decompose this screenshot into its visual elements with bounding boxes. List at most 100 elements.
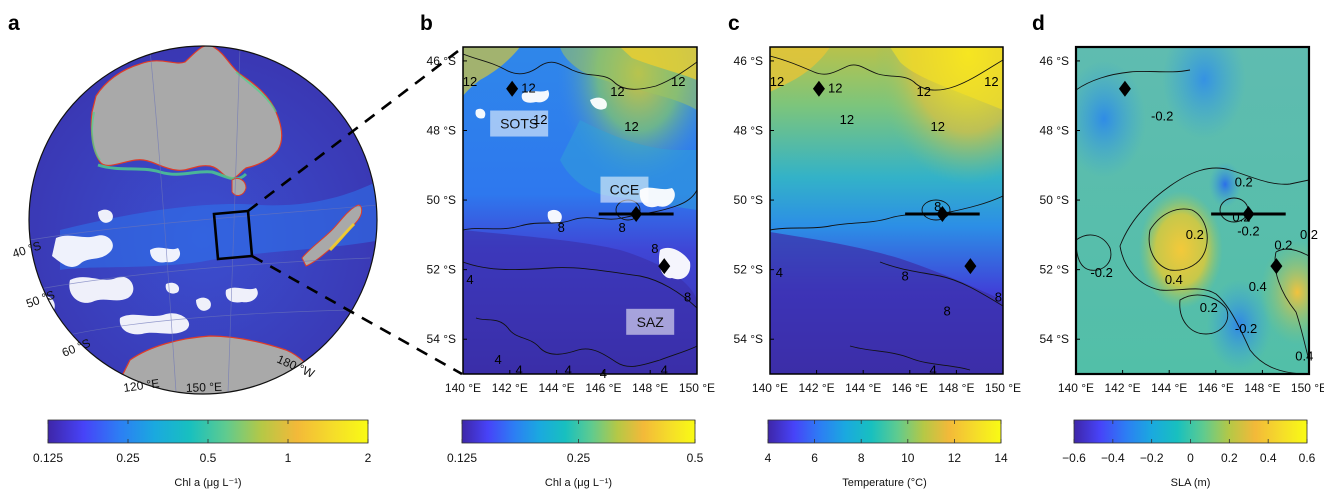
contour-label: -0.2 [1151,109,1173,124]
lat-tick-label: 48 °S [734,123,763,137]
colorbar-tick-label: 14 [994,451,1008,465]
station-diamond-marker [936,205,949,222]
colorbar-tick-label: 0.5 [200,451,217,465]
colorbar-tick-label: 6 [811,451,818,465]
panel-b-overlay: 140 °E 142 °E 144 °E 146 °E 148 °E 150 °E 46 °… [427,54,716,395]
contour-label: 0.2 [1200,300,1218,315]
station-diamond-marker [964,258,977,275]
contour-label: 4 [661,363,668,378]
lon-tick-label: 150 °E [1291,381,1324,395]
station-diamond-marker [506,80,519,97]
lat-tick-label: 46 °S [734,54,763,68]
contour-label: 12 [624,119,638,134]
sla-map [1076,47,1309,374]
lon-tick-label: 140 °E [1058,381,1094,395]
colorbar-tick-label: 0.25 [116,451,140,465]
colorbar-tick-label: 0.2 [1221,451,1238,465]
lat-tick-label: 48 °S [1040,123,1069,137]
contour-label: 4 [600,366,607,381]
colorbar-tick-label: 2 [365,451,372,465]
site-label-box [600,176,649,203]
site-label: SOTS [500,116,538,132]
globe-map [29,46,377,394]
contour-label: 12 [463,74,477,89]
australia-landmass [90,46,283,179]
lat-tick-label: 50 °S [1040,193,1069,207]
globe-lat-label-60s: 60 °S [60,336,93,360]
colorbar-tick-label: 0 [1187,451,1194,465]
panel-letter-b: b [420,12,433,35]
contour-label: -0.2 [1235,321,1257,336]
colorbar-tick-label: 0.4 [1260,451,1277,465]
new-zealand-landmass [301,204,363,267]
contour-label: 8 [995,289,1002,304]
tasmania-landmass [231,177,247,196]
lon-tick-label: 148 °E [938,381,974,395]
contour-label: 12 [828,81,842,96]
contour-label: -0.2 [1237,223,1259,238]
chl-map [463,47,697,374]
lat-tick-label: 52 °S [734,263,763,277]
lon-tick-label: 148 °E [632,381,668,395]
colorbar-tick-label: 4 [765,451,772,465]
contour-label: 0.2 [1186,227,1204,242]
lat-tick-label: 48 °S [427,123,456,137]
station-diamond-marker [812,80,825,97]
site-label: SAZ [637,314,665,330]
lat-tick-label: 54 °S [427,332,456,346]
lon-tick-label: 146 °E [1198,381,1234,395]
contour-label: 12 [671,74,685,89]
colorbar-tick-label: 8 [858,451,865,465]
panel-d-overlay: 140 °E 142 °E 144 °E 146 °E 148 °E 150 °E 46 °… [1040,54,1324,395]
contour-label: 12 [521,81,535,96]
contour-label: 12 [984,74,998,89]
lat-tick-label: 46 °S [427,54,456,68]
lat-tick-label: 52 °S [1040,263,1069,277]
contour-label: 8 [651,241,658,256]
station-diamond-marker [1270,258,1283,275]
contour-label: 4 [466,272,473,287]
lon-tick-label: 142 °E [492,381,528,395]
contour-label: 12 [840,112,854,127]
colorbar-tick-label: −0.4 [1101,451,1125,465]
lon-tick-label: 142 °E [1105,381,1141,395]
panel-d-frame [1074,45,1311,376]
contour-label: 0.2 [1274,237,1292,252]
colorbar-tick-label: 12 [948,451,962,465]
lon-tick-label: 144 °E [539,381,575,395]
contour-label: 8 [684,289,691,304]
contour-label: 8 [558,220,565,235]
colorbar-c [767,419,1002,444]
colorbar-label: SLA (m) [1171,477,1211,489]
lon-tick-label: 144 °E [845,381,881,395]
colorbar-tick-label: 1 [285,451,292,465]
station-diamond-marker [630,205,643,222]
contour-label: 8 [902,269,909,284]
lon-tick-label: 150 °E [985,381,1021,395]
colorbar-label: Chl a (μg L⁻¹) [545,477,612,489]
contour-label: 0.4 [1249,279,1267,294]
panel-letter-c: c [728,12,740,35]
lon-tick-label: 144 °E [1151,381,1187,395]
zoom-line-bottom [251,254,463,376]
colorbar-tick-label: −0.6 [1062,451,1086,465]
contour-label: 0.4 [1295,349,1313,364]
contour-label: 8 [619,220,626,235]
globe-lon-label-120e: 120 °E [122,376,160,395]
lat-tick-label: 46 °S [1040,54,1069,68]
lat-tick-label: 50 °S [427,193,456,207]
panel-b-frame [462,46,698,375]
contour-label: 8 [934,199,941,214]
site-label: CCE [610,182,640,198]
panel-c-frame [769,46,1004,375]
colorbar-label: Chl a (μg L⁻¹) [174,477,241,489]
contour-label: 4 [776,265,783,280]
colorbar-tick-label: 10 [901,451,915,465]
contour-label: 12 [770,74,784,89]
lat-tick-label: 54 °S [734,332,763,346]
colorbar-tick-label: 0.6 [1299,451,1316,465]
site-label-box [490,110,549,137]
colorbar-tick-label: 0.125 [447,451,477,465]
